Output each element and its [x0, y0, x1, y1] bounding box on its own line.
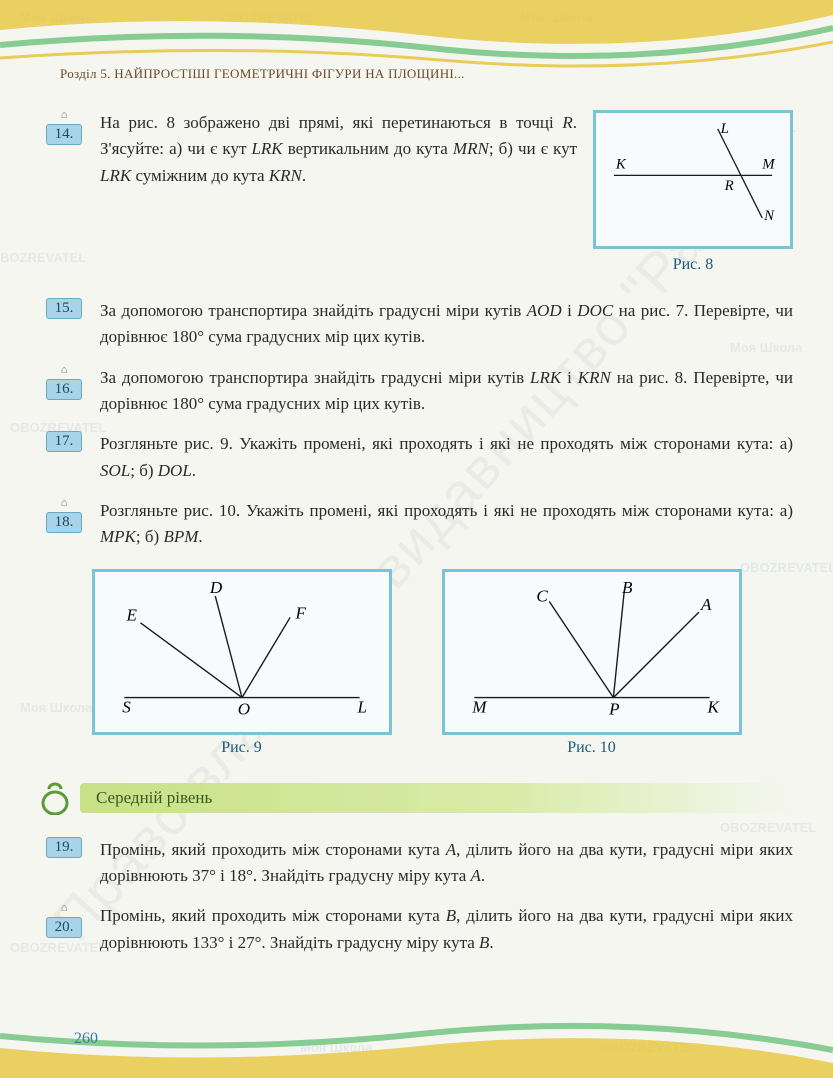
- page-content: ⌂ 14. K M L N R Рис. 8 На рис. 8 зображено дв…: [40, 110, 793, 970]
- problem-16: ⌂ 16. За допомогою транспортира знайдіть…: [40, 365, 793, 418]
- problem-14: ⌂ 14. K M L N R Рис. 8 На рис. 8 зображено дв…: [40, 110, 793, 284]
- problem-text: За допомогою транспортира знайдіть граду…: [100, 298, 793, 351]
- problem-text: Промінь, який проходить між сторонами ку…: [100, 837, 793, 890]
- svg-text:K: K: [615, 156, 627, 172]
- chapter-heading: Розділ 5. НАЙПРОСТІШІ ГЕОМЕТРИЧНІ ФІГУРИ…: [60, 66, 465, 82]
- home-icon: ⌂: [61, 365, 68, 376]
- svg-text:M: M: [761, 156, 776, 172]
- problem-number: 18.: [46, 512, 83, 533]
- problem-text: Розгляньте рис. 10. Укажіть промені, які…: [100, 498, 793, 551]
- problem-18: ⌂ 18. Розгляньте рис. 10. Укажіть промен…: [40, 498, 793, 551]
- problem-19: 19. Промінь, який проходить між сторонам…: [40, 837, 793, 890]
- svg-text:S: S: [122, 697, 131, 716]
- figure-10-svg: M P K A B C: [453, 580, 731, 719]
- figure-caption: Рис. 9: [92, 739, 392, 757]
- figure-caption: Рис. 10: [442, 739, 742, 757]
- home-icon: ⌂: [61, 498, 68, 509]
- home-icon: ⌂: [61, 903, 68, 914]
- svg-text:K: K: [706, 697, 720, 716]
- figures-row: S O L D E F Рис. 9 M P K: [40, 569, 793, 757]
- figure-9-container: S O L D E F Рис. 9: [92, 569, 392, 757]
- problem-number: 20.: [46, 917, 83, 938]
- problem-text: K M L N R Рис. 8 На рис. 8 зображено дві прям…: [100, 110, 793, 284]
- problem-20: ⌂ 20. Промінь, який проходить між сторон…: [40, 903, 793, 956]
- svg-text:M: M: [471, 697, 488, 716]
- svg-text:E: E: [125, 605, 137, 624]
- level-label: Середній рівень: [80, 783, 793, 813]
- svg-text:L: L: [356, 697, 367, 716]
- problem-17: 17. Розгляньте рис. 9. Укажіть промені, …: [40, 431, 793, 484]
- home-icon: ⌂: [61, 110, 68, 121]
- problem-14-body: На рис. 8 зображено дві прямі, які перет…: [100, 113, 577, 185]
- svg-text:F: F: [294, 603, 306, 622]
- problem-number: 14.: [46, 124, 83, 145]
- svg-text:P: P: [608, 699, 619, 718]
- problem-number: 17.: [46, 431, 83, 452]
- problem-text: Промінь, який проходить між сторонами ку…: [100, 903, 793, 956]
- footer-decoration: [0, 1008, 833, 1078]
- figure-10-container: M P K A B C Рис. 10: [442, 569, 742, 757]
- svg-text:O: O: [237, 699, 249, 718]
- figure-8-svg: K M L N R: [604, 121, 782, 230]
- level-heading: Середній рівень: [40, 781, 793, 815]
- problem-number: 16.: [46, 379, 83, 400]
- svg-text:R: R: [724, 178, 734, 194]
- problem-15: 15. За допомогою транспортира знайдіть г…: [40, 298, 793, 351]
- problem-number: 15.: [46, 298, 83, 319]
- problem-number: 19.: [46, 837, 83, 858]
- problem-text: Розгляньте рис. 9. Укажіть промені, які …: [100, 431, 793, 484]
- problem-text: За допомогою транспортира знайдіть граду…: [100, 365, 793, 418]
- figure-caption: Рис. 8: [593, 253, 793, 278]
- svg-text:D: D: [208, 580, 222, 597]
- svg-text:L: L: [720, 121, 729, 137]
- svg-text:C: C: [536, 586, 548, 605]
- figure-8-box: K M L N R: [593, 110, 793, 249]
- svg-text:N: N: [763, 208, 775, 224]
- svg-text:A: A: [700, 595, 712, 614]
- svg-text:B: B: [621, 580, 632, 597]
- figure-8-container: K M L N R Рис. 8: [593, 110, 793, 278]
- kettlebell-icon: [40, 781, 70, 815]
- figure-9-svg: S O L D E F: [103, 580, 381, 719]
- page-number: 260: [74, 1030, 98, 1048]
